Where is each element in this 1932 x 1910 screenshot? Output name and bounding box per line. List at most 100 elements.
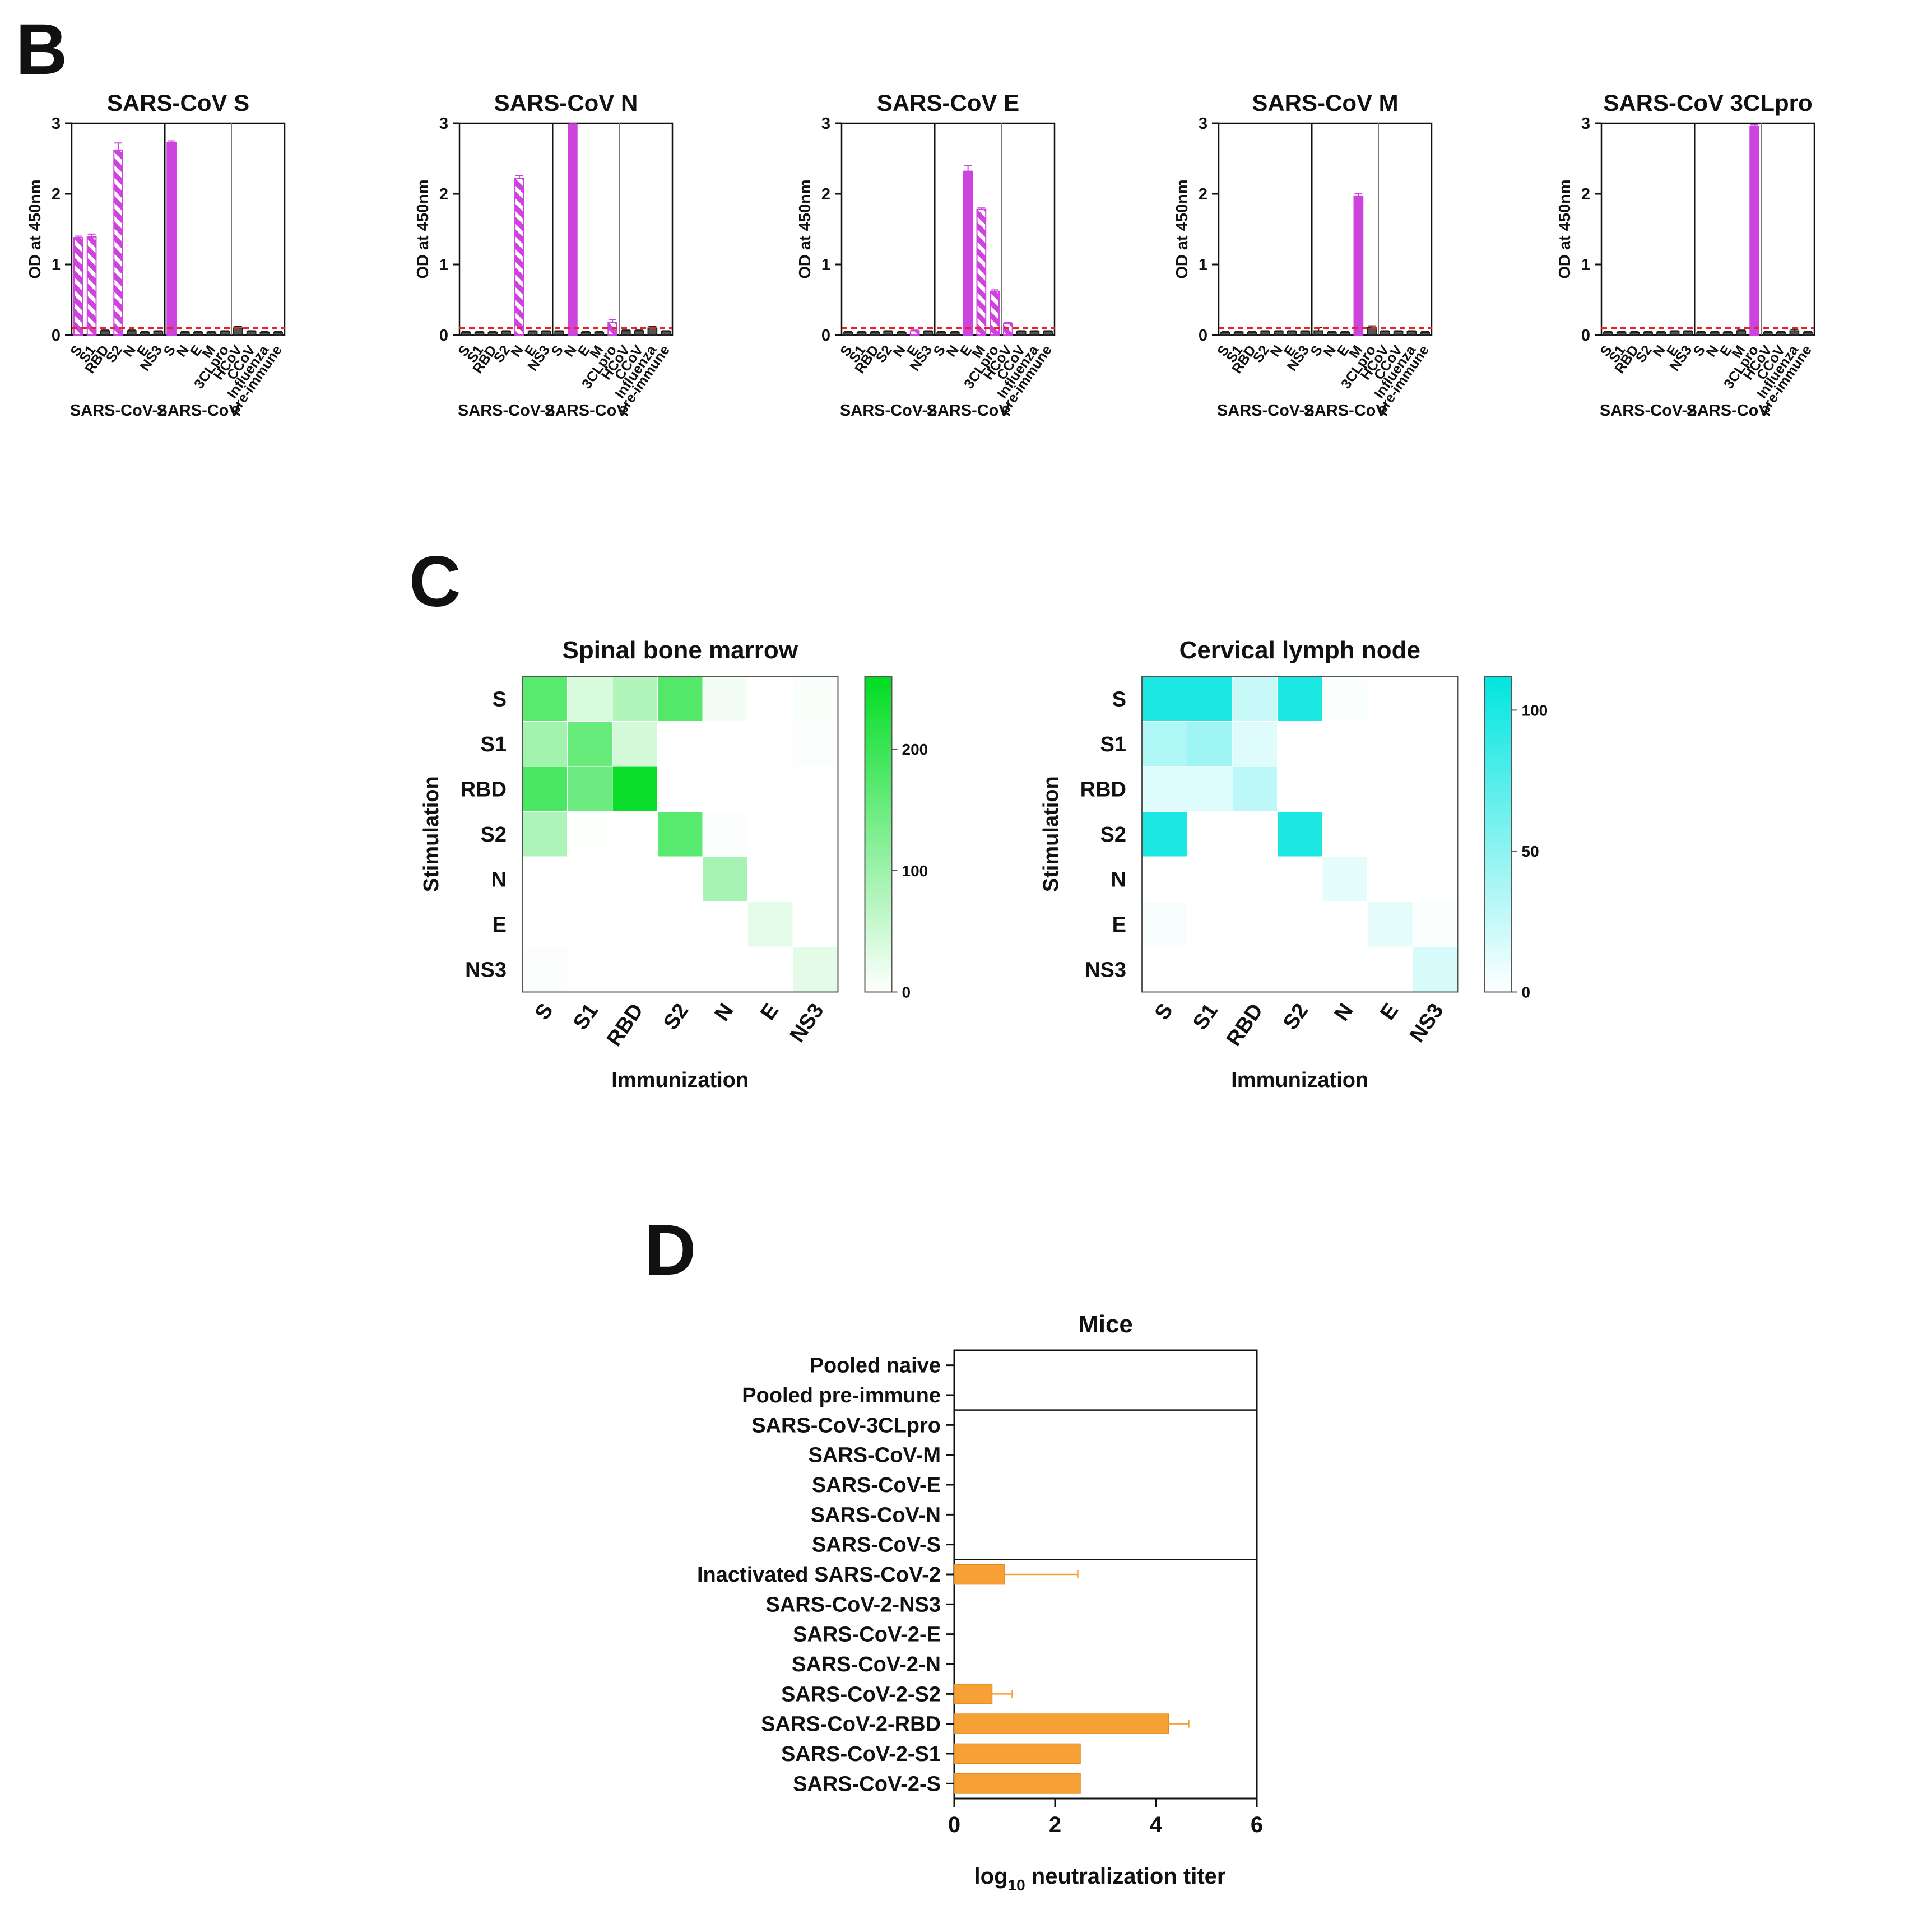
heatmap-cell <box>1322 947 1368 992</box>
heatmap-cell <box>1322 721 1368 766</box>
bar-s <box>554 331 564 336</box>
heatmap-cell <box>1141 721 1187 767</box>
bar-s <box>1696 331 1706 336</box>
heatmap-cell <box>522 901 568 947</box>
row-label: E <box>1112 913 1126 937</box>
heatmap-cell <box>657 947 703 992</box>
heatmap-cell <box>1367 811 1413 857</box>
category-label: Pooled naive <box>810 1354 941 1378</box>
category-label: SARS-CoV-2-NS3 <box>766 1593 941 1616</box>
bar-m <box>206 331 217 336</box>
plot-frame <box>1600 122 1815 336</box>
category-label: SARS-CoV-2-S2 <box>781 1683 941 1706</box>
bar-ccov <box>1016 331 1027 336</box>
x-tick-label: 6 <box>1251 1813 1263 1837</box>
bar-s <box>1313 330 1323 336</box>
bar-ns3 <box>153 331 164 336</box>
heatmap-cell <box>1413 811 1458 857</box>
heatmap-cell <box>567 811 613 857</box>
bar-ns3 <box>541 331 551 336</box>
bar-hcov <box>233 327 243 336</box>
bar-ns3 <box>1300 331 1311 336</box>
heatmap-cell <box>657 676 703 722</box>
bar-s <box>1603 331 1613 336</box>
heatmap-cell <box>1232 766 1278 812</box>
bar-n <box>897 331 907 336</box>
heatmap-cell <box>1413 766 1458 812</box>
heatmap-cell <box>612 811 658 857</box>
bar-s1 <box>474 331 485 336</box>
bar-n <box>950 331 960 336</box>
heatmap-cell <box>612 947 658 992</box>
y-axis-label: OD at 450nm <box>26 179 44 278</box>
bar-3clpro <box>1749 126 1759 336</box>
x-axis-label-subscript: 10 <box>1008 1876 1025 1894</box>
heatmap-cell <box>1141 766 1187 812</box>
category-label: SARS-CoV-2-S1 <box>781 1742 941 1766</box>
heatmap-cell <box>1367 857 1413 902</box>
heatmap-cell <box>612 901 658 947</box>
bar-ccov <box>634 330 644 336</box>
x-tick-label: 4 <box>1150 1813 1163 1837</box>
colorbar-tick-label: 100 <box>1522 701 1548 719</box>
heatmap-cell <box>793 857 838 902</box>
heatmap-cell <box>1141 901 1187 947</box>
heatmap-cell <box>747 811 793 857</box>
y-tick-label: 0 <box>1581 327 1590 345</box>
heatmap-cell <box>522 766 568 812</box>
heatmap-cell <box>1367 721 1413 766</box>
row-label: S <box>1112 687 1126 711</box>
bar-s2 <box>1643 331 1653 336</box>
chart-title: SARS-CoV E <box>877 90 1019 116</box>
row-label: RBD <box>461 778 507 801</box>
bar-n <box>180 331 190 336</box>
heatmap-cell <box>747 676 793 722</box>
group-label: SARS-CoV-2 <box>70 402 166 420</box>
bar-s1 <box>86 236 97 336</box>
heatmap-cell <box>703 947 748 992</box>
y-axis-label: OD at 450nm <box>796 179 814 278</box>
y-axis-label: OD at 450nm <box>1556 179 1574 278</box>
bar-rbd <box>1629 331 1640 336</box>
x-tick-label: S2 <box>873 342 895 365</box>
heatmap-cell <box>1277 901 1322 947</box>
bar-e <box>527 331 538 336</box>
heatmap-cell <box>657 766 703 812</box>
bar-pre-immune <box>273 331 283 336</box>
bar-e <box>193 331 203 336</box>
heatmap-title: Spinal bone marrow <box>562 636 798 664</box>
bar-s <box>1220 331 1230 336</box>
bar-ccov <box>246 331 257 336</box>
bar-n <box>568 124 578 336</box>
heatmap-cell <box>612 857 658 902</box>
y-tick-label: 1 <box>1199 256 1208 274</box>
colorbar-tick-label: 50 <box>1522 843 1539 860</box>
y-tick-label: 2 <box>439 185 448 203</box>
column-label: S2 <box>659 1000 693 1034</box>
bar-s2 <box>113 149 123 336</box>
heatmap-cell <box>1367 766 1413 812</box>
column-label: NS3 <box>786 1000 829 1047</box>
bar-pre-immune <box>661 331 671 336</box>
heatmap-cell <box>1142 857 1187 902</box>
category-label: SARS-CoV-E <box>812 1474 941 1497</box>
y-tick-label: 3 <box>439 115 448 133</box>
heatmap-cell <box>792 721 838 767</box>
heatmap-cell <box>612 676 658 722</box>
chart-title: SARS-CoV S <box>107 90 249 116</box>
y-tick-label: 1 <box>821 256 830 274</box>
x-tick-label: S2 <box>1250 342 1272 365</box>
heatmap-cell <box>567 947 612 992</box>
y-tick-label: 3 <box>52 115 61 133</box>
group-label: SARS-CoV-2 <box>458 402 554 420</box>
colorbar-tick-label: 100 <box>902 862 928 880</box>
bar-n <box>1327 331 1337 336</box>
panel-d-neutralization-chart: Mice Pooled naive Pooled pre-immune SARS-Co… <box>697 1310 1263 1894</box>
bar-s2 <box>1260 331 1270 336</box>
category-label: SARS-CoV-3CLpro <box>751 1414 941 1437</box>
chart-title: SARS-CoV 3CLpro <box>1603 90 1812 116</box>
x-tick-label: 2 <box>1049 1813 1061 1837</box>
row-label: N <box>491 868 507 891</box>
heatmap-cell <box>1187 901 1232 947</box>
